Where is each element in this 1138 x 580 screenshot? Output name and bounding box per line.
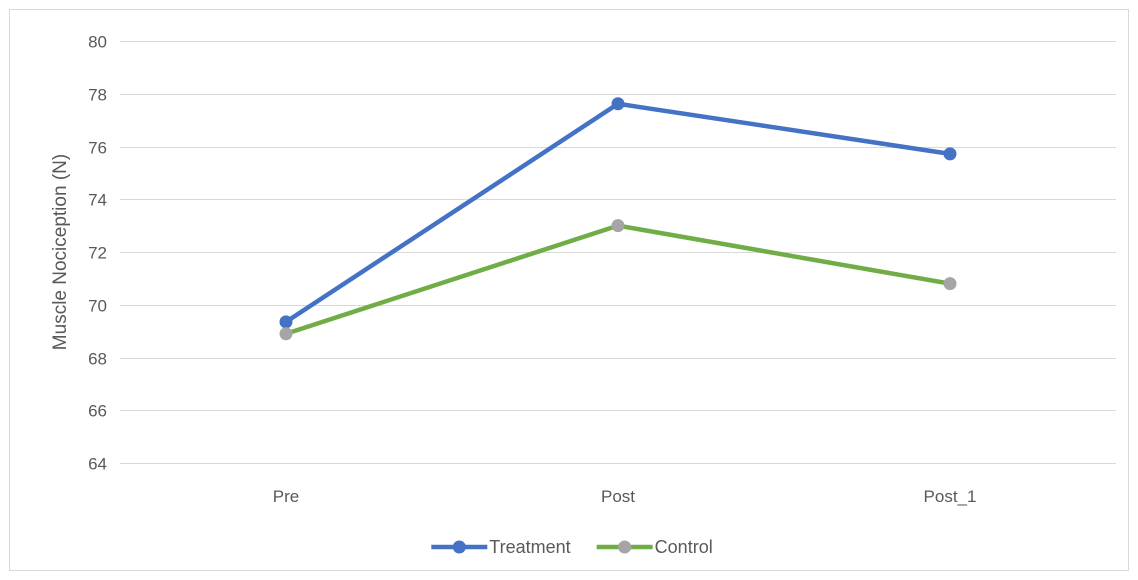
y-tick-label: 76 xyxy=(88,139,107,158)
x-axis-tick-labels: Pre Post Post_1 xyxy=(273,487,977,506)
series-line xyxy=(283,101,953,325)
y-tick-label: 80 xyxy=(88,33,107,52)
chart-frame xyxy=(9,9,1129,571)
legend-swatch-marker xyxy=(618,540,632,554)
data-point xyxy=(611,97,625,111)
data-point xyxy=(943,277,957,291)
legend-item-treatment: Treatment xyxy=(431,537,571,557)
x-tick-label: Pre xyxy=(273,487,299,506)
data-point xyxy=(279,327,293,341)
data-point xyxy=(943,147,957,161)
y-tick-label: 64 xyxy=(88,455,107,474)
series-layer xyxy=(279,97,957,341)
y-tick-label: 78 xyxy=(88,86,107,105)
legend-label: Treatment xyxy=(489,537,570,557)
legend-item-control: Control xyxy=(596,537,713,557)
legend-label: Control xyxy=(655,537,713,557)
y-tick-label: 72 xyxy=(88,244,107,263)
legend-swatch-marker xyxy=(452,540,466,554)
series-treatment xyxy=(279,97,957,329)
x-tick-label: Post xyxy=(601,487,635,506)
series-control xyxy=(279,219,957,341)
y-axis-title: Muscle Nociception (N) xyxy=(50,154,71,350)
y-axis-tick-labels: 64 66 68 70 72 74 76 78 80 xyxy=(88,33,107,474)
y-tick-label: 74 xyxy=(88,191,107,210)
series-line xyxy=(283,223,953,337)
y-tick-label: 70 xyxy=(88,297,107,316)
y-tick-label: 68 xyxy=(88,350,107,369)
data-point xyxy=(611,219,625,233)
legend: Treatment Control xyxy=(431,537,713,557)
x-tick-label: Post_1 xyxy=(924,487,977,506)
data-point xyxy=(279,315,293,329)
y-tick-label: 66 xyxy=(88,402,107,421)
